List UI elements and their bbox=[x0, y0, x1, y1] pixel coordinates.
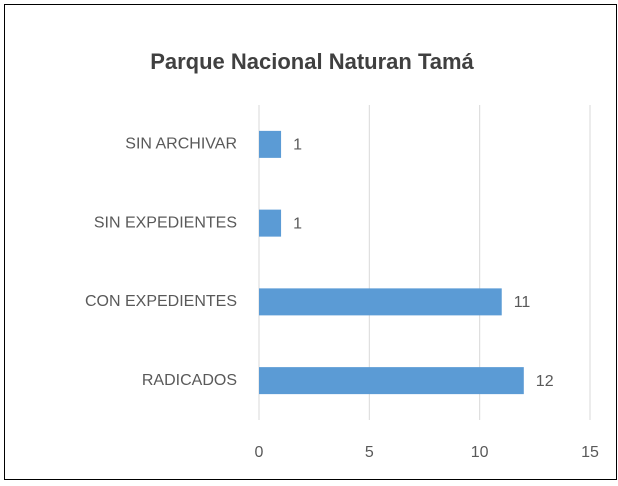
x-tick-label: 10 bbox=[471, 444, 489, 461]
bar bbox=[259, 288, 502, 316]
data-label: 12 bbox=[536, 373, 554, 390]
x-tick-label: 15 bbox=[581, 444, 599, 461]
bar bbox=[259, 367, 524, 395]
y-tick-label: CON EXPEDIENTES bbox=[85, 293, 237, 310]
bar bbox=[259, 130, 282, 158]
y-tick-label: SIN ARCHIVAR bbox=[125, 136, 237, 153]
chart-frame bbox=[4, 4, 617, 480]
x-tick-label: 0 bbox=[255, 444, 264, 461]
chart-title: Parque Nacional Naturan Tamá bbox=[150, 49, 474, 74]
data-label: 1 bbox=[293, 215, 302, 232]
y-tick-label: RADICADOS bbox=[142, 372, 237, 389]
y-tick-label: SIN EXPEDIENTES bbox=[94, 214, 237, 231]
data-label: 1 bbox=[293, 137, 302, 154]
bar bbox=[259, 209, 282, 237]
x-tick-label: 5 bbox=[365, 444, 374, 461]
data-label: 11 bbox=[514, 294, 531, 311]
